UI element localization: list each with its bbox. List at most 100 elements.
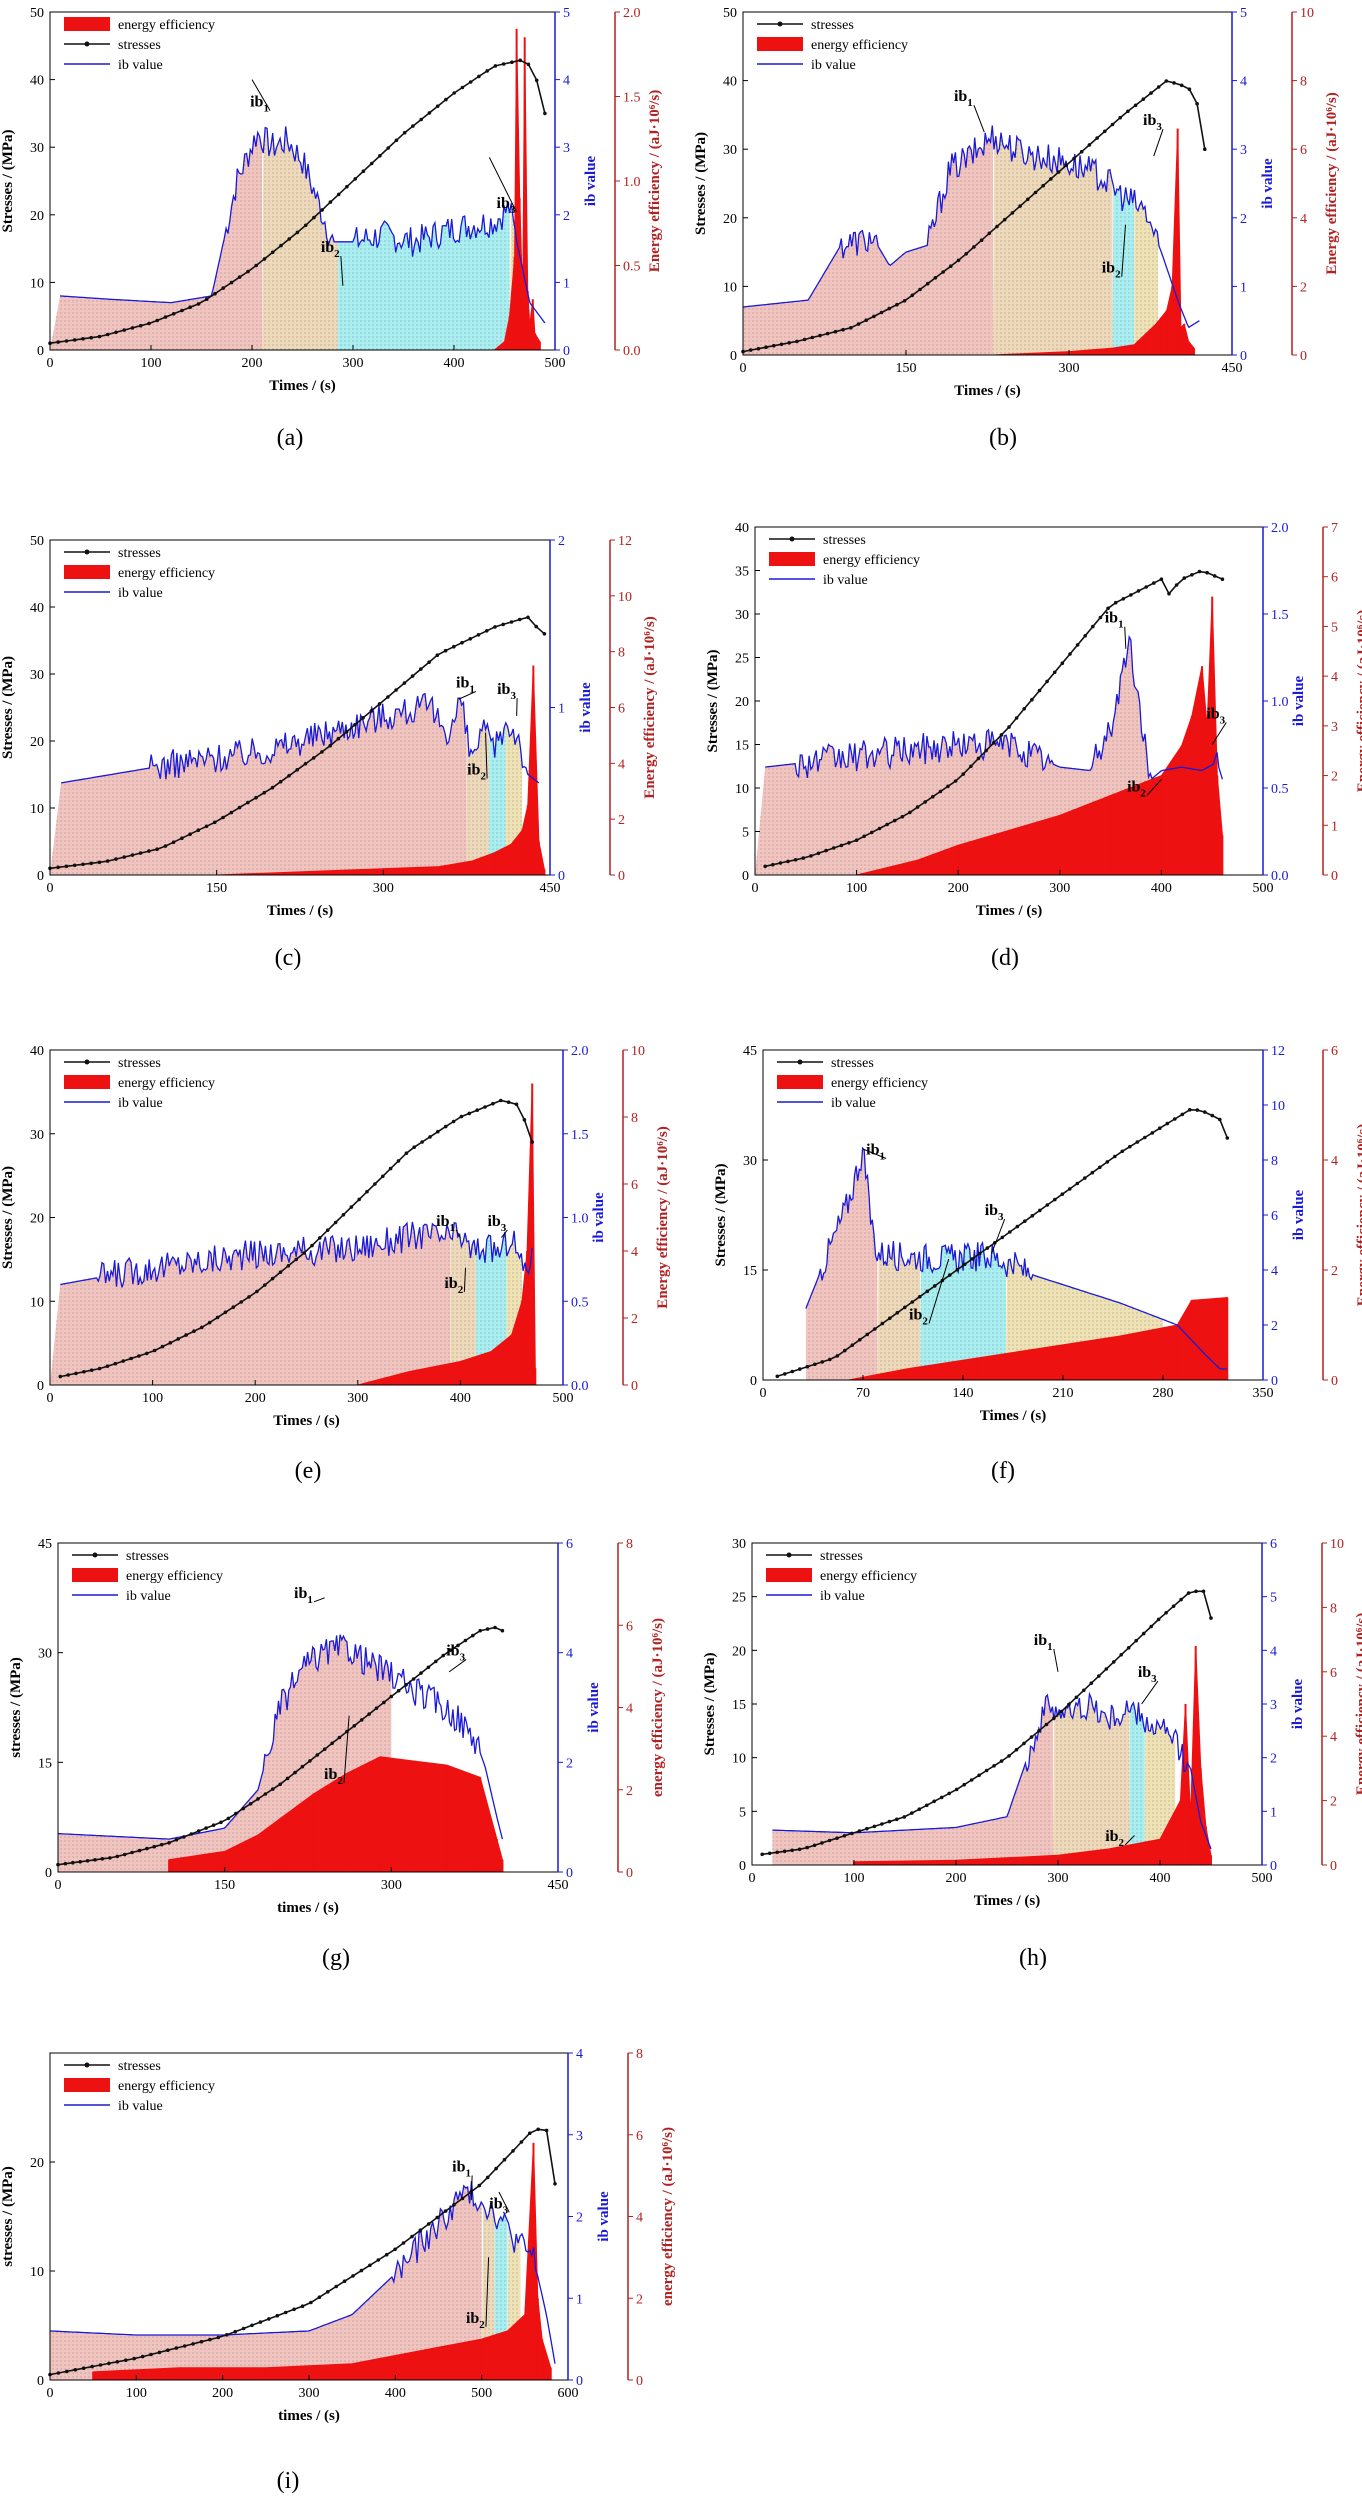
stress-marker [361,716,365,720]
stress-marker [825,331,830,336]
stress-marker [778,861,783,865]
stress-marker [514,1102,519,1107]
stress-marker [1072,156,1076,161]
stress-marker [1188,1108,1192,1112]
stress-marker [947,1791,951,1796]
y-left-tick-label: 40 [723,75,737,90]
stress-marker [444,97,448,102]
energy-tick-label: 4 [631,1245,638,1260]
stress-marker [328,743,333,748]
stress-marker [517,617,522,622]
legend-swatch-energy [72,1568,118,1582]
stress-marker [969,1778,974,1782]
stress-marker [394,138,399,143]
stress-marker [441,1653,446,1658]
y-left-tick-label: 30 [30,668,44,683]
stress-marker [295,768,300,772]
y-left-tick-label: 10 [735,782,749,797]
energy-tick-label: 8 [631,1111,638,1126]
stress-marker [171,312,176,316]
y-left-tick-label: 50 [723,6,737,21]
annotation-arrow [470,2175,473,2201]
stress-marker [790,1848,794,1853]
stress-marker [78,1860,82,1864]
ib-zone-texture-1 [50,1221,451,1385]
ib-zone-texture-2 [262,126,338,351]
annotation-arrow [928,1258,950,1324]
panel-caption: (f) [991,1458,1015,1484]
stress-marker [262,790,267,795]
ib-value-line [60,126,546,324]
stress-marker [188,305,192,310]
stress-marker [402,130,407,135]
energy-tick-label: 0 [1330,1859,1337,1874]
stress-marker [1037,1729,1041,1733]
stress-marker [225,2333,229,2337]
energy-tick-label: 10 [1300,6,1314,21]
ib-zone-texture-3 [1129,1702,1145,1865]
stress-marker [933,276,938,280]
y-left-tick-label: 5 [739,1805,746,1820]
energy-tick-label: 4 [1300,212,1307,227]
stress-marker [885,822,889,827]
stress-marker [992,741,996,745]
ib-tick-label: 6 [1271,1209,1278,1224]
stress-marker [824,848,828,853]
stress-marker [1000,1235,1005,1240]
stress-marker [1052,670,1057,675]
ib-tick-label: 0 [576,2374,583,2389]
stress-marker [303,762,308,766]
stress-marker [519,2140,524,2144]
y-left-tick-label: 30 [30,1128,44,1143]
ib-tick-label: 12 [1271,1044,1285,1059]
ib-zone-texture-1 [772,1695,1053,1865]
stress-marker [130,1850,134,1855]
stress-marker [1113,600,1118,605]
energy-tick-label: 4 [626,1702,633,1717]
stress-marker [1037,688,1042,693]
y-left-tick-label: 0 [742,869,749,884]
stress-marker [124,2358,128,2362]
stress-marker [404,1151,409,1155]
annotation-label: ib3 [1138,1664,1157,1685]
stress-marker [56,340,60,344]
ib-zone-texture-4 [1134,190,1159,355]
stress-marker [1105,1160,1110,1164]
x-tick-label: 200 [242,356,263,371]
stress-marker [1186,1591,1191,1595]
x-axis-label: Times / (s) [954,383,1020,399]
stress-marker [985,1246,990,1250]
stress-marker [494,2166,498,2171]
stress-marker [435,104,440,108]
stress-marker [333,1220,338,1225]
ib-tick-label: 0 [1240,349,1247,364]
x-tick-label: 150 [206,881,227,896]
stress-marker [300,2304,305,2308]
stress-marker [394,688,398,692]
stress-marker [1201,1589,1206,1594]
annotation-arrow [343,1715,350,1783]
annotation-arrow [1124,1835,1135,1846]
stress-marker [1060,1192,1065,1196]
stress-marker [870,830,874,835]
stress-marker [1083,634,1087,638]
stress-marker [918,1294,922,1299]
legend-label: stresses [820,1549,863,1564]
ib-tick-label: 3 [1240,143,1247,158]
annotation-arrow [991,1218,1006,1254]
stress-marker [221,815,225,820]
stress-marker [353,723,357,727]
energy-tick-label: 0.0 [623,344,641,359]
stress-marker [147,321,151,326]
x-tick-label: 210 [1053,1386,1074,1401]
stress-marker [923,800,927,804]
stress-marker [902,1815,907,1819]
stress-marker [443,2209,448,2213]
stress-marker [351,2274,355,2278]
legend-label: ib value [820,1589,865,1604]
annotation-arrow [448,1659,467,1673]
stress-marker [509,620,514,624]
energy-tick-label: 7 [1331,521,1338,536]
stress-marker [140,2354,145,2359]
